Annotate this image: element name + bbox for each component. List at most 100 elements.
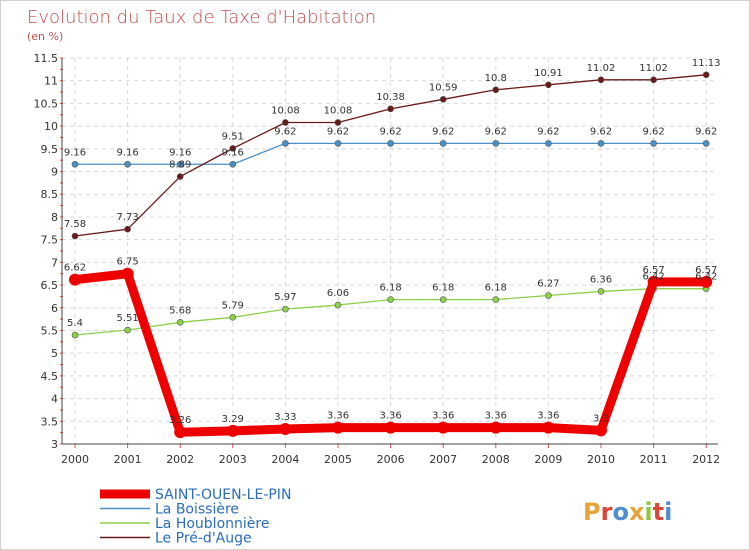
y-tick-label: 4.5 [41,370,59,383]
data-label: 10.8 [485,73,507,84]
data-label: 7.73 [116,212,138,223]
logo-letter: r [601,498,613,526]
data-label: 9.62 [379,126,401,137]
legend-label: SAINT-OUEN-LE-PIN [155,487,291,503]
data-label: 9.16 [64,147,86,158]
data-label: 11.02 [639,63,668,74]
data-label: 9.62 [537,126,559,137]
series-point-2 [334,301,342,309]
data-label: 9.62 [485,126,507,137]
data-label: 6.75 [116,257,138,268]
plot-area: 33.544.555.566.577.588.599.51010.51111.5… [34,52,721,466]
x-tick-label: 2001 [114,453,142,466]
data-label: 5.79 [222,300,244,311]
series-point-1 [229,160,237,168]
series-point-3 [334,119,342,126]
data-label: 3.36 [537,411,559,422]
series-point-1 [71,160,79,168]
series-point-3 [176,173,184,180]
logo-letter: i [664,498,672,526]
data-label: 10.91 [534,68,563,79]
series-point-3 [492,86,500,94]
data-label: 6.18 [485,283,507,294]
y-tick-label: 6.5 [41,279,59,292]
series-point-3 [702,71,710,79]
data-label: 10.59 [429,82,458,93]
data-label: 5.68 [169,305,191,316]
series-point-2 [282,305,289,313]
data-label: 6.36 [590,274,612,285]
series-point-1 [702,140,710,147]
logo-letter: x [629,498,645,526]
data-label: 9.62 [432,126,454,137]
series-point-0 [332,421,344,434]
data-label: 9.16 [222,147,244,158]
x-tick-label: 2003 [219,453,247,466]
x-tick-label: 2002 [166,453,194,466]
y-tick-label: 10.5 [34,97,59,110]
series-point-1 [492,140,500,147]
series-point-0 [489,421,502,434]
y-tick-label: 7.5 [41,234,59,247]
x-tick-label: 2004 [271,453,299,466]
series-point-3 [71,232,79,240]
data-label: 6.62 [64,263,86,274]
series-point-1 [387,140,394,147]
y-tick-label: 8.5 [41,188,59,201]
x-tick-label: 2000 [61,453,89,466]
x-tick-label: 2007 [429,453,457,466]
y-tick-label: 3.5 [41,415,59,428]
data-label: 10.08 [324,105,353,116]
y-tick-label: 6 [51,302,58,315]
data-label: 6.42 [695,272,717,283]
series-point-0 [542,421,555,434]
data-label: 3.36 [379,411,401,422]
series-point-3 [650,76,657,84]
data-label: 7.58 [64,219,86,230]
data-label: 3.33 [274,412,296,423]
legend-label: La Houblonnière [155,516,269,532]
data-label: 9.16 [116,147,138,158]
x-tick-label: 2011 [640,453,668,466]
series-point-1 [282,140,289,147]
logo-letter: i [644,498,652,526]
series-point-3 [545,81,552,89]
series-point-3 [597,76,605,84]
x-tick-label: 2009 [534,453,562,466]
series-point-2 [124,326,131,334]
series-point-0 [700,275,713,288]
data-label: 9.62 [695,126,717,137]
data-label: 10.38 [376,92,405,103]
logo-letter: t [653,498,664,526]
series-point-2 [492,296,500,303]
series-point-3 [439,96,447,103]
data-label: 6.57 [642,265,664,276]
data-label: 11.02 [587,63,616,74]
x-tick-label: 2005 [324,453,352,466]
x-tick-label: 2012 [692,453,720,466]
data-label: 3.36 [432,411,454,422]
proxiti-logo: Proxiti [583,498,672,526]
series-point-0 [121,267,134,280]
proxiti-logo-text: Proxiti [583,498,672,526]
logo-letter: o [612,498,629,526]
series-point-2 [71,331,79,339]
logo-letter: P [583,498,601,526]
series-point-0 [279,423,292,436]
data-label: 5.51 [116,313,138,324]
data-label: 3.29 [222,414,244,425]
y-tick-label: 11.5 [34,52,59,65]
series-point-1 [545,140,552,147]
y-tick-label: 3 [51,438,58,451]
legend-label: La Boissière [155,502,239,518]
legend-label: Le Pré-d'Auge [155,531,252,547]
data-label: 8.89 [169,160,191,171]
data-label: 3.36 [485,411,507,422]
data-label: 9.62 [642,126,664,137]
data-label: 3.26 [169,415,191,426]
data-label: 5.97 [274,292,296,303]
series-point-2 [229,314,237,321]
series-point-1 [597,140,605,147]
data-label: 11.13 [692,58,721,69]
